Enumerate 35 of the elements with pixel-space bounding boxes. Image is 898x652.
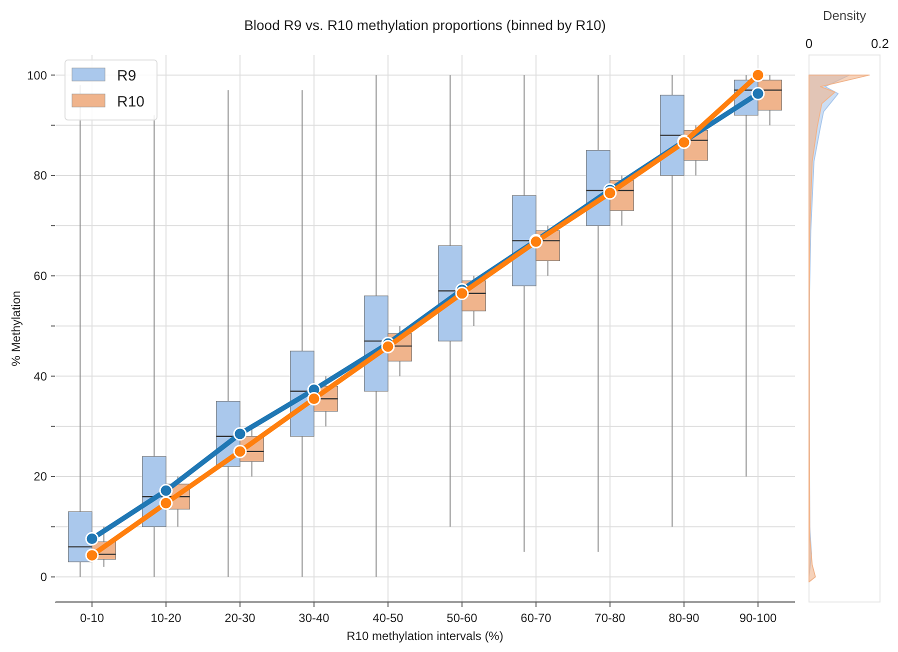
- point: [85, 532, 99, 546]
- x-tick-label: 30-40: [298, 611, 330, 625]
- point: [751, 68, 765, 82]
- point: [159, 484, 173, 498]
- y-tick-label: 0: [40, 570, 48, 584]
- point: [455, 286, 469, 300]
- x-tick-label: 0-10: [80, 611, 104, 625]
- point: [85, 548, 99, 562]
- point: [159, 496, 173, 510]
- x-tick-label: 80-90: [668, 611, 700, 625]
- x-tick-label: 20-30: [224, 611, 256, 625]
- y-tick-label: 40: [34, 369, 48, 384]
- x-tick-label: 10-20: [150, 611, 182, 625]
- y-axis-title: % Methylation: [9, 290, 23, 366]
- point: [233, 444, 247, 458]
- x-tick-label: 60-70: [520, 611, 552, 625]
- chart-title: Blood R9 vs. R10 methylation proportions (binned by R10): [244, 17, 606, 33]
- legend-label: R9: [117, 67, 136, 84]
- x-axis-title: Density: [822, 8, 867, 23]
- x-tick-label: 70-80: [594, 611, 626, 625]
- point: [603, 186, 617, 200]
- x-tick-label: 90-100: [739, 611, 778, 625]
- point: [381, 340, 395, 354]
- point: [233, 427, 247, 441]
- legend-label: R10: [117, 93, 145, 110]
- x-axis-title: R10 methylation intervals (%): [346, 629, 504, 643]
- point: [307, 392, 321, 406]
- y-tick-label: 100: [26, 68, 48, 82]
- point: [751, 86, 765, 100]
- x-tick-label: 50-60: [446, 611, 478, 625]
- x-tick-label: 40-50: [372, 611, 404, 625]
- y-tick-label: 60: [34, 269, 48, 284]
- x-tick-label: 0.2: [870, 36, 890, 51]
- y-tick-label: 20: [34, 470, 48, 484]
- y-tick-label: 80: [34, 168, 48, 183]
